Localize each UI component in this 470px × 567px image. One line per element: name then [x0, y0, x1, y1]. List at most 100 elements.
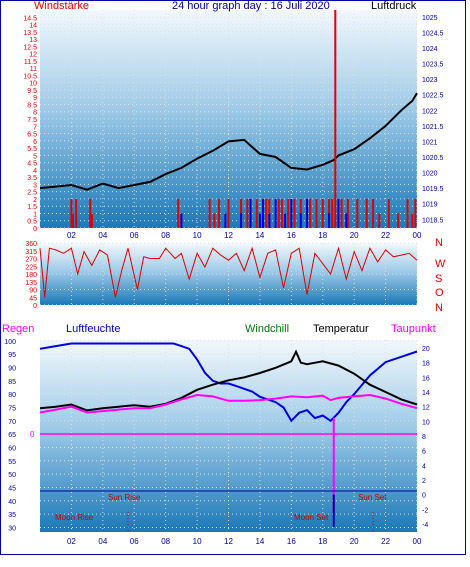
x-tick-label: 08: [161, 231, 170, 240]
y-tick-label: 90: [29, 288, 37, 295]
direction-letter: O: [435, 287, 444, 299]
y-left-tick-label: 3: [33, 182, 37, 189]
y-right-tick-label: 1021: [422, 139, 438, 146]
x-tick-label: 10: [193, 231, 202, 240]
humidity-label: Luftfeuchte: [66, 323, 120, 335]
y-left-tick-label: 7: [33, 124, 37, 131]
moon-set-label: Moon Set: [294, 513, 329, 522]
y-right-tick-label: 1020.5: [422, 155, 444, 162]
y-left-tick-label: 14.5: [23, 15, 37, 22]
y-tick-label: 315: [25, 249, 37, 256]
x-tick-label: 12: [224, 231, 233, 240]
x-tick-label: 02: [67, 537, 76, 546]
y-right-tick-label: 1022.5: [422, 93, 444, 100]
x-tick-label: 08: [161, 537, 170, 546]
y-right-tick-label: 1022: [422, 108, 438, 115]
y-left-tick-label: 5: [33, 153, 37, 160]
y-right-tick-label: 20: [422, 346, 430, 353]
rain-label: Regen: [2, 323, 34, 335]
y-tick-label: 360: [25, 241, 37, 248]
sun-rise-label: Sun Rise: [108, 493, 141, 502]
moon-rise-label: Moon Rise: [55, 513, 94, 522]
y-tick-label: 180: [25, 272, 37, 279]
y-left-tick-label: 55: [8, 459, 16, 466]
y-tick-label: 135: [25, 280, 37, 287]
grid-middle: [40, 242, 418, 306]
y-tick-label: 45: [29, 295, 37, 302]
ticks-top: 02 04 06 08 10 12 14 16 18 20 22 0000.511.522.533.5…: [23, 15, 443, 240]
y-right-tick-label: 16: [422, 375, 430, 382]
x-tick-label: 22: [381, 537, 390, 546]
x-tick-label: 00: [413, 537, 422, 546]
series-humidity: [39, 342, 418, 423]
y-left-tick-label: 14: [29, 23, 37, 30]
dewpoint-label: Taupunkt: [391, 323, 436, 335]
y-right-tick-label: -2: [422, 507, 428, 514]
y-right-tick-label: 1024.5: [422, 30, 444, 37]
sun-set-label: Sun Set: [358, 493, 387, 502]
y-left-tick-label: 3.5: [27, 175, 37, 182]
y-left-tick-label: 2.5: [27, 190, 37, 197]
x-tick-label: 14: [255, 231, 264, 240]
y-left-tick-label: 9.5: [27, 88, 37, 95]
grid-bottom: [40, 340, 418, 532]
y-right-tick-label: 1023.5: [422, 62, 444, 69]
x-tick-label: 18: [318, 537, 327, 546]
series-middle: [39, 246, 418, 298]
y-right-tick-label: 2: [422, 478, 426, 485]
y-left-tick-label: 85: [8, 379, 16, 386]
temperature-label: Temperatur: [313, 323, 369, 335]
y-left-tick-label: 100: [4, 339, 16, 346]
y-left-tick-label: 6.5: [27, 132, 37, 139]
x-tick-label: 16: [287, 231, 296, 240]
y-left-tick-label: 9: [33, 95, 37, 102]
y-right-tick-label: 0: [422, 493, 426, 500]
wind-speed-label: Windstärke: [34, 0, 89, 12]
y-left-tick-label: 11.5: [24, 59, 37, 66]
x-tick-label: 18: [318, 231, 327, 240]
y-right-tick-label: 12: [422, 405, 430, 412]
x-tick-label: 10: [193, 537, 202, 546]
y-left-tick-label: 12.5: [23, 44, 37, 51]
x-tick-label: 02: [67, 231, 76, 240]
y-right-tick-label: 1020: [422, 171, 438, 178]
y-tick-label: 0: [33, 303, 37, 310]
y-left-tick-label: 13: [29, 37, 37, 44]
y-right-tick-label: 1021.5: [422, 124, 444, 131]
y-left-tick-label: 7.5: [27, 117, 37, 124]
y-left-tick-label: 40: [8, 499, 16, 506]
y-left-tick-label: 5.5: [27, 146, 37, 153]
y-left-tick-label: 45: [8, 485, 16, 492]
y-left-tick-label: 10.5: [23, 73, 37, 80]
y-right-tick-label: 10: [422, 419, 430, 426]
y-left-tick-label: 6: [33, 139, 37, 146]
y-left-tick-label: 1.5: [27, 204, 37, 211]
y-left-tick-label: 12: [29, 52, 37, 59]
x-tick-label: 16: [287, 537, 296, 546]
y-right-tick-label: 1023: [422, 77, 438, 84]
y-right-tick-label: 1019: [422, 202, 438, 209]
y-left-tick-label: 2: [33, 197, 37, 204]
y-left-tick-label: 35: [8, 512, 16, 519]
y-right-tick-label: 1019.5: [422, 186, 444, 193]
y-left-tick-label: 80: [8, 392, 16, 399]
y-right-tick-label: 1025: [422, 15, 438, 22]
rain-value: 0: [30, 430, 35, 439]
series-top: [39, 10, 418, 228]
y-right-tick-label: 4: [422, 463, 426, 470]
series-bottom: [39, 342, 418, 527]
chart-title: 24 hour graph day : 16 Juli 2020: [172, 0, 330, 12]
y-left-tick-label: 65: [8, 432, 16, 439]
y-right-tick-label: 18: [422, 361, 430, 368]
x-tick-label: 12: [224, 537, 233, 546]
x-tick-label: 06: [130, 537, 139, 546]
x-tick-label: 14: [255, 537, 264, 546]
y-left-tick-label: 90: [8, 365, 16, 372]
direction-letter: N: [435, 302, 443, 314]
x-tick-label: 20: [350, 231, 359, 240]
x-tick-label: 20: [350, 537, 359, 546]
y-right-tick-label: 8: [422, 434, 426, 441]
